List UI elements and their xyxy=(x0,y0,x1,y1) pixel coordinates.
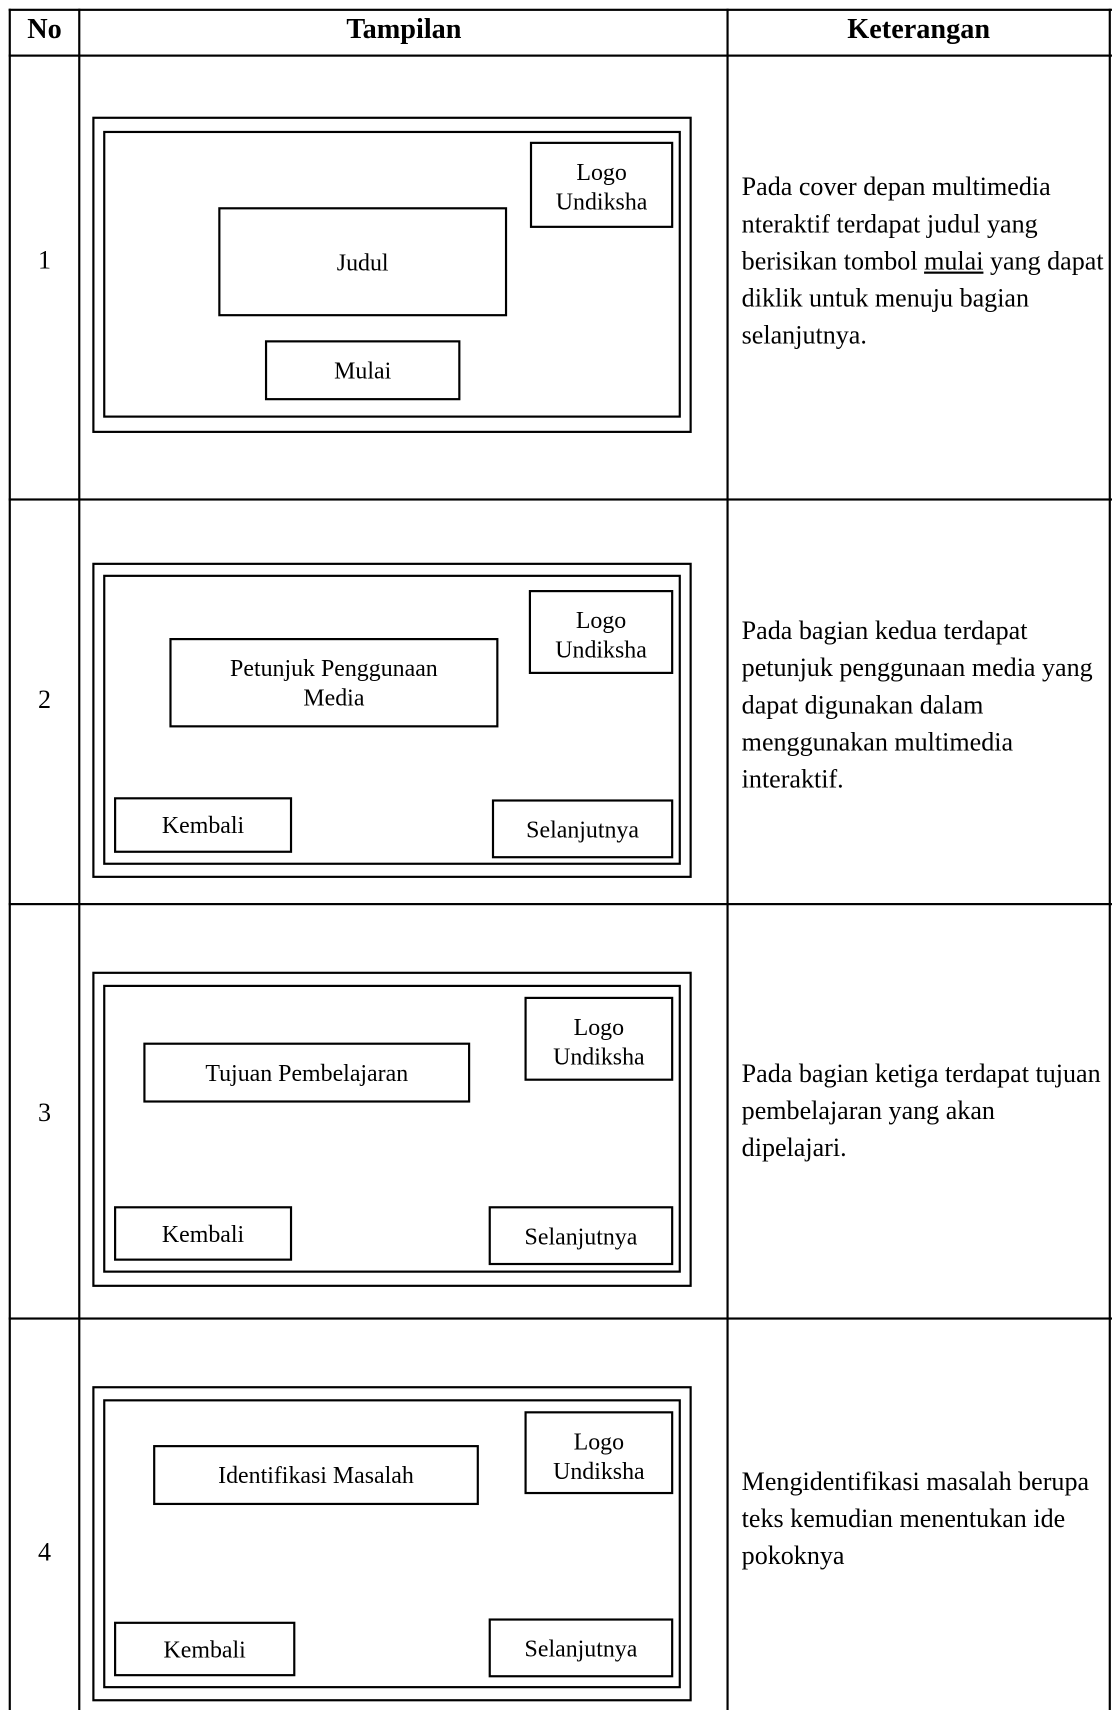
title-box: Identifikasi Masalah xyxy=(153,1445,479,1506)
header-cell: No xyxy=(27,13,62,45)
text: Undiksha xyxy=(553,1042,645,1070)
screen-frame-inner xyxy=(103,130,681,418)
header-cell: Tampilan xyxy=(346,13,462,45)
title-box: Petunjuk Penggunaan Media xyxy=(169,638,499,728)
text: Logo xyxy=(575,606,627,634)
title-box: Tujuan Pembelajaran xyxy=(143,1042,471,1103)
text: mulai xyxy=(924,247,984,276)
screen-frame xyxy=(92,116,692,433)
text: Undiksha xyxy=(553,1457,645,1485)
table-border xyxy=(8,1317,1112,1320)
table-border xyxy=(1108,8,1111,1710)
button-box: Kembali xyxy=(114,797,293,853)
logo-box: Logo Undiksha xyxy=(529,141,674,228)
row-number: 4 xyxy=(38,1538,52,1568)
button-box: Selanjutnya xyxy=(488,1618,674,1678)
table-border xyxy=(8,903,1112,906)
text: Logo xyxy=(573,1427,625,1455)
screen-frame xyxy=(92,971,692,1287)
logo-box: Logo Undiksha xyxy=(524,996,674,1081)
row-number: 2 xyxy=(38,685,52,715)
row-number: 1 xyxy=(38,246,52,275)
logo-box: Logo Undiksha xyxy=(524,1411,674,1495)
button-box: Kembali xyxy=(114,1206,293,1261)
header-cell: Keterangan xyxy=(847,13,991,45)
text: Logo xyxy=(576,158,627,186)
table-border xyxy=(8,8,11,1710)
table-border xyxy=(726,8,729,1710)
description: Pada bagian ketiga terdapat tujuan pembe… xyxy=(741,1060,1101,1163)
table-border xyxy=(8,498,1112,501)
table-border xyxy=(8,54,1112,57)
text: Logo xyxy=(573,1013,625,1041)
button-box: Selanjutnya xyxy=(491,799,674,859)
description: Pada bagian kedua terdapat petunjuk peng… xyxy=(741,617,1093,794)
description: Pada cover depan multimedia nteraktif te… xyxy=(742,169,1105,354)
screen-frame-inner xyxy=(103,1399,681,1689)
description: Mengidentifikasi masalah berupa teks kem… xyxy=(741,1467,1090,1571)
screen-frame-inner xyxy=(103,574,681,865)
text: Undiksha xyxy=(555,187,648,215)
screen-frame xyxy=(92,562,692,878)
button-box: Mulai xyxy=(264,340,461,401)
screen-frame-inner xyxy=(103,984,681,1273)
table-border xyxy=(8,8,1112,11)
text: Pada cover depan multimedia nteraktif te… xyxy=(741,173,1051,276)
button-box: Kembali xyxy=(114,1621,296,1677)
screen-frame xyxy=(92,1386,692,1702)
title-box: Judul xyxy=(218,207,508,317)
text: yang dapat diklik untuk menuju bagian se… xyxy=(741,247,1104,351)
button-box: Selanjutnya xyxy=(488,1206,674,1266)
text: Undiksha xyxy=(555,635,647,664)
table-border xyxy=(78,8,81,1710)
row-number: 3 xyxy=(38,1099,52,1128)
logo-box: Logo Undiksha xyxy=(528,590,674,674)
